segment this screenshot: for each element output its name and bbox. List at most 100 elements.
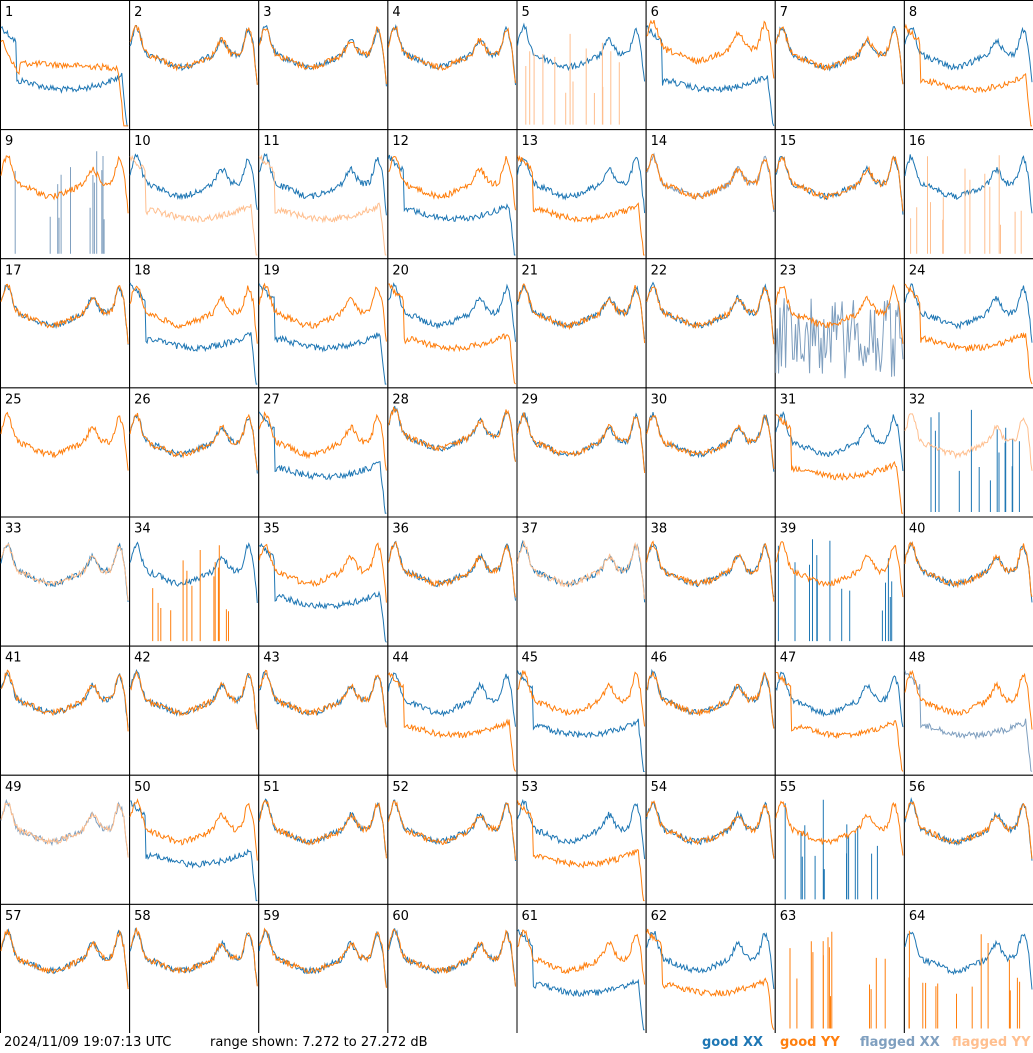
trace-yy	[258, 542, 387, 603]
panel-38: 38	[645, 516, 776, 647]
panel-number: 12	[392, 134, 409, 149]
trace-yy	[775, 414, 903, 514]
panel-43: 43	[258, 645, 389, 776]
panel-47: 47	[774, 645, 905, 776]
panel-23: 23	[774, 258, 905, 389]
trace-xx	[129, 541, 258, 603]
trace-xx	[517, 22, 646, 82]
panel-frame	[903, 258, 1033, 389]
panel-number: 59	[263, 909, 280, 924]
panel-number: 63	[780, 909, 797, 924]
panel-8: 8	[903, 0, 1033, 131]
trace-xx	[517, 798, 646, 860]
trace-yy	[904, 540, 1033, 598]
panel-number: 13	[522, 134, 539, 149]
panel-number: 36	[392, 522, 409, 537]
panel-11: 11	[258, 129, 389, 260]
trace-yy	[152, 545, 229, 642]
panel-frame	[516, 774, 647, 905]
panel-number: 54	[651, 780, 668, 795]
panel-2: 2	[129, 0, 260, 131]
trace-yy	[129, 154, 258, 256]
panel-40: 40	[903, 516, 1033, 647]
panel-number: 55	[780, 780, 797, 795]
trace-xx	[775, 671, 904, 728]
panel-45: 45	[516, 645, 647, 776]
panel-frame	[258, 258, 389, 389]
trace-yy	[387, 928, 516, 987]
trace-xx	[387, 540, 516, 601]
trace-yy	[646, 153, 775, 210]
panel-number: 58	[134, 909, 151, 924]
panel-number: 34	[134, 522, 151, 537]
trace-xx	[0, 672, 129, 728]
panel-number: 41	[5, 651, 22, 666]
trace-yy	[258, 154, 387, 256]
trace-yy	[517, 539, 646, 600]
panel-26: 26	[129, 387, 260, 518]
panel-49: 49	[0, 774, 131, 905]
trace-xx	[646, 25, 775, 127]
panel-number: 64	[909, 909, 926, 924]
panel-number: 7	[780, 5, 788, 20]
trace-yy	[646, 540, 775, 602]
panel-42: 42	[129, 645, 260, 776]
panel-number: 52	[392, 780, 409, 795]
panel-4: 4	[387, 0, 518, 131]
trace-xx	[0, 25, 129, 127]
panel-number: 28	[392, 392, 409, 407]
panel-41: 41	[0, 645, 131, 776]
panel-37: 37	[516, 516, 647, 647]
panel-32: 32	[903, 387, 1033, 518]
panel-12: 12	[387, 129, 518, 260]
trace-yy	[775, 284, 904, 344]
panel-51: 51	[258, 774, 389, 905]
trace-xx	[129, 153, 258, 210]
panel-10: 10	[129, 129, 260, 260]
trace-xx	[0, 284, 129, 345]
trace-yy	[517, 283, 646, 344]
panel-number: 39	[780, 522, 797, 537]
trace-xx	[387, 154, 516, 256]
trace-yy	[775, 155, 904, 212]
panel-number: 40	[909, 522, 926, 537]
trace-xx	[904, 670, 1033, 772]
trace-yy	[646, 19, 775, 79]
trace-yy	[646, 928, 775, 1030]
trace-yy	[129, 24, 258, 85]
panel-number: 22	[651, 263, 668, 278]
panel-number: 21	[522, 263, 539, 278]
panel-52: 52	[387, 774, 518, 905]
trace-yy	[910, 155, 1022, 254]
panel-number: 31	[780, 392, 797, 407]
trace-xx	[646, 281, 775, 340]
trace-yy	[517, 412, 646, 474]
panel-number: 57	[5, 909, 22, 924]
trace-xx	[904, 26, 1033, 83]
trace-xx	[258, 153, 387, 216]
panel-39: 39	[774, 516, 905, 647]
trace-xx	[388, 282, 516, 342]
panel-31: 31	[774, 387, 905, 518]
panel-number: 23	[780, 263, 797, 278]
panel-number: 19	[263, 263, 280, 278]
panel-number: 27	[263, 392, 280, 407]
panel-3: 3	[258, 0, 389, 131]
footer-bar: 2024/11/09 19:07:13 UTC range shown: 7.2…	[0, 1033, 1033, 1053]
panel-number: 16	[909, 134, 926, 149]
trace-xx	[777, 539, 893, 642]
panel-number: 47	[780, 651, 797, 666]
panel-64: 64	[903, 903, 1033, 1033]
panel-34: 34	[129, 516, 260, 647]
panel-30: 30	[645, 387, 776, 518]
panel-57: 57	[0, 903, 131, 1033]
panel-number: 37	[522, 522, 539, 537]
panel-9: 9	[0, 129, 131, 260]
panel-frame	[387, 387, 518, 518]
trace-xx	[775, 298, 904, 379]
legend-flagged-xx: flagged XX	[860, 1035, 940, 1050]
panel-22: 22	[645, 258, 776, 389]
range-text: range shown: 7.272 to 27.272 dB	[210, 1035, 428, 1050]
trace-yy	[904, 669, 1033, 730]
trace-yy	[517, 800, 645, 902]
